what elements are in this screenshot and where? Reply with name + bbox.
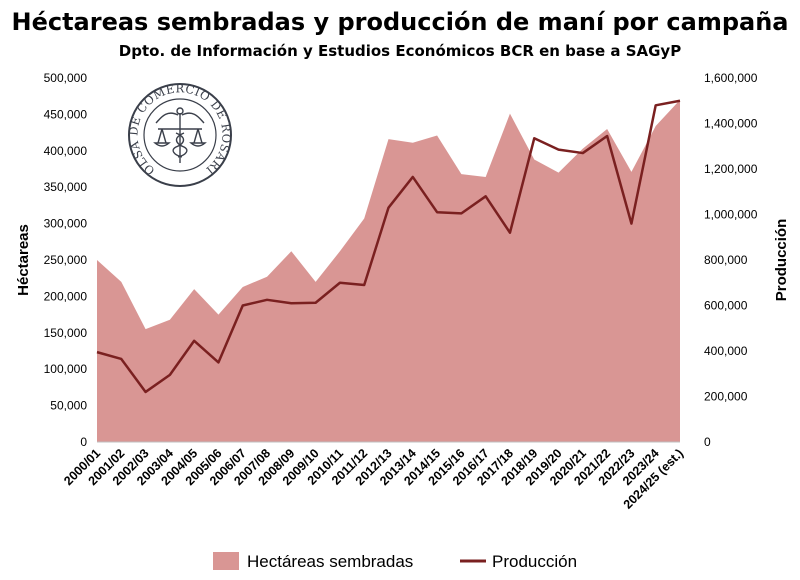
chart-title: Héctareas sembradas y producción de maní… <box>11 8 788 36</box>
y-right-tick-label: 1,000,000 <box>704 208 758 222</box>
y-left-tick-label: 400,000 <box>44 144 88 158</box>
y-left-tick-label: 50,000 <box>50 399 87 413</box>
caduceus-scales-icon <box>153 107 207 163</box>
y-right-tick-label: 600,000 <box>704 299 748 313</box>
legend-swatch-area <box>213 552 239 570</box>
y-left-tick-label: 150,000 <box>44 326 88 340</box>
y-left-tick-label: 100,000 <box>44 362 88 376</box>
chart-subtitle: Dpto. de Información y Estudios Económic… <box>119 42 681 60</box>
area-series-hectareas <box>97 99 680 442</box>
y-right-tick-label: 800,000 <box>704 253 748 267</box>
y-left-tick-label: 500,000 <box>44 71 88 85</box>
y-left-axis-title: Héctareas <box>15 224 32 296</box>
y-left-tick-label: 200,000 <box>44 289 88 303</box>
y-right-tick-label: 400,000 <box>704 344 748 358</box>
y-left-tick-label: 450,000 <box>44 107 88 121</box>
y-right-axis-title: Producción <box>773 219 790 302</box>
bcr-seal-logo: BOLSA DE COMERCIO DE ROSARIO <box>126 81 233 187</box>
y-right-tick-label: 200,000 <box>704 390 748 404</box>
legend-label-line: Producción <box>492 552 577 571</box>
y-right-tick-label: 0 <box>704 435 711 449</box>
line-series-produccion <box>96 99 681 394</box>
legend-label-area: Hectáreas sembradas <box>247 552 413 571</box>
y-left-tick-label: 250,000 <box>44 253 88 267</box>
y-right-tick-label: 1,200,000 <box>704 162 758 176</box>
y-right-tick-label: 1,600,000 <box>704 71 758 85</box>
y-left-tick-label: 0 <box>80 435 87 449</box>
y-left-tick-label: 300,000 <box>44 217 88 231</box>
y-right-tick-label: 1,400,000 <box>704 117 758 131</box>
y-left-tick-label: 350,000 <box>44 180 88 194</box>
legend: Hectáreas sembradas Producción <box>213 552 577 571</box>
